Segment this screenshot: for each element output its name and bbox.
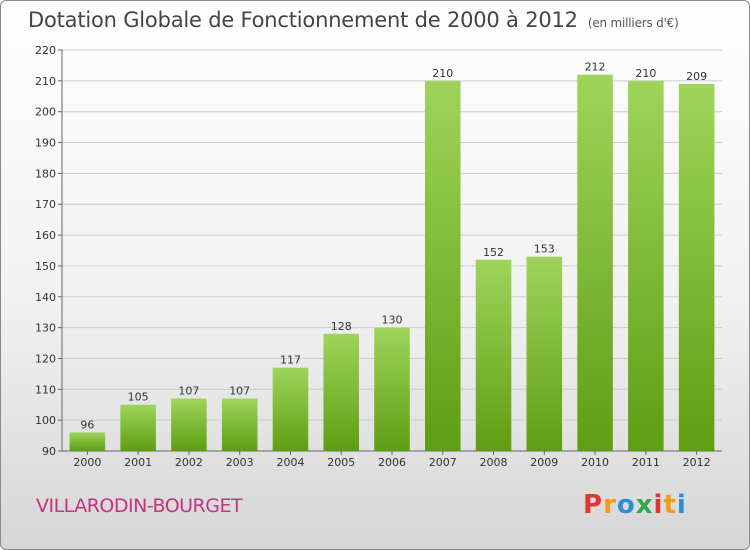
bar-2007 (425, 80, 461, 451)
y-tick-label-190: 190 (35, 137, 56, 150)
bars: 96 105 107 107 117 128 130 210 152 153 212 210 209 (69, 61, 715, 451)
y-tick-label-210: 210 (35, 75, 56, 88)
y-tick-label-170: 170 (35, 198, 56, 211)
value-label-2001: 105 (128, 391, 149, 404)
bar-2011 (628, 80, 664, 451)
x-tick-label-2011: 2011 (632, 456, 660, 469)
x-tick-label-2010: 2010 (581, 456, 609, 469)
x-tick-label-2007: 2007 (429, 456, 457, 469)
value-label-2009: 153 (534, 243, 555, 256)
commune-name: VILLARODIN-BOURGET (36, 495, 243, 517)
bar-2004 (272, 367, 309, 451)
value-label-2007: 210 (432, 67, 453, 80)
chart-title: Dotation Globale de Fonctionnement de 20… (28, 8, 679, 32)
y-tick-label-130: 130 (35, 322, 56, 335)
y-tick-label-100: 100 (35, 414, 56, 427)
y-tick-label-220: 220 (35, 44, 56, 57)
x-tick-label-2008: 2008 (480, 456, 508, 469)
y-tick-label-90: 90 (42, 445, 56, 458)
value-label-2008: 152 (483, 246, 504, 259)
x-tick-label-2005: 2005 (327, 456, 355, 469)
y-tick-label-110: 110 (35, 383, 56, 396)
y-tick-label-150: 150 (35, 260, 56, 273)
bar-2009 (526, 256, 563, 451)
x-tick-label-2000: 2000 (73, 456, 101, 469)
x-tick-label-2001: 2001 (124, 456, 152, 469)
y-tick-label-120: 120 (35, 352, 56, 365)
y-tick-label-140: 140 (35, 291, 56, 304)
x-tick-label-2004: 2004 (276, 456, 304, 469)
x-tick-label-2002: 2002 (175, 456, 203, 469)
bar-2006 (374, 327, 410, 451)
bar-2008 (475, 259, 512, 451)
y-tick-label-200: 200 (35, 106, 56, 119)
chart-subtitle: (en milliers d'€) (587, 16, 679, 30)
bar-2005 (323, 333, 359, 451)
x-tick-label-2003: 2003 (226, 456, 254, 469)
value-label-2004: 117 (280, 354, 301, 367)
value-label-2002: 107 (178, 385, 199, 398)
value-label-2003: 107 (229, 385, 250, 398)
proxiti-logo: Proxiti (583, 490, 687, 520)
x-tick-label-2006: 2006 (378, 456, 406, 469)
value-label-2012: 209 (686, 70, 707, 83)
bar-2000 (69, 432, 106, 451)
bar-2003 (221, 398, 258, 451)
x-tick-label-2009: 2009 (530, 456, 558, 469)
value-label-2006: 130 (382, 314, 403, 327)
bar-2010 (577, 74, 613, 451)
value-label-2000: 96 (80, 418, 94, 431)
value-label-2010: 212 (585, 61, 606, 74)
bar-2012 (678, 83, 715, 451)
axes: 90 100 110 120 130 140 150 160 170 180 190 200 210 22… (35, 44, 722, 469)
value-label-2005: 128 (331, 320, 352, 333)
value-label-2011: 210 (635, 67, 656, 80)
bar-2002 (171, 398, 207, 451)
x-tick-label-2012: 2012 (683, 456, 711, 469)
y-tick-label-180: 180 (35, 167, 56, 180)
bar-2001 (120, 404, 156, 451)
y-tick-label-160: 160 (35, 229, 56, 242)
